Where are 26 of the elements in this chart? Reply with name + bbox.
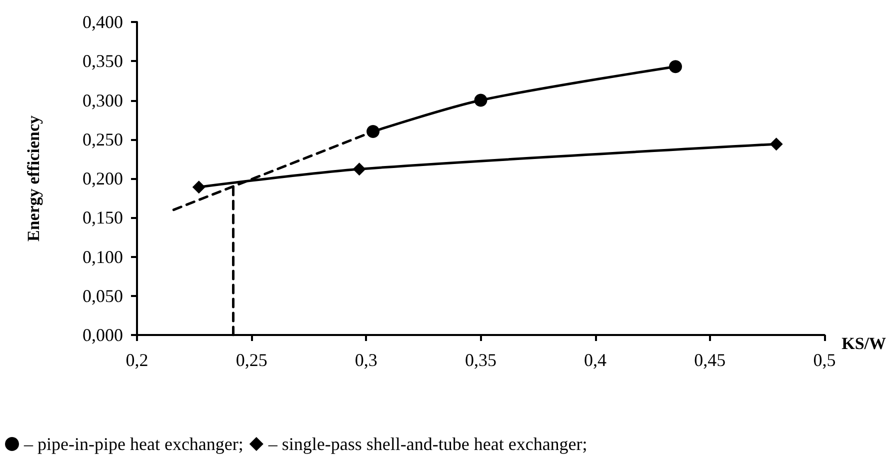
y-tick-label: 0,400: [82, 12, 123, 32]
legend-label: – pipe-in-pipe heat exchanger;: [23, 434, 244, 454]
x-tick-label: 0,5: [813, 350, 836, 370]
legend-label: – single-pass shell-and-tube heat exchanger;: [267, 434, 588, 454]
point: [192, 180, 206, 194]
y-tick-label: 0,050: [82, 286, 123, 306]
x-tick-label: 0,3: [354, 350, 378, 370]
x-tick-label: 0,4: [584, 350, 607, 370]
y-tick-label: 0,350: [82, 51, 123, 72]
y-tick-label: 0,000: [82, 325, 123, 345]
y-tick-label: 0,150: [82, 208, 123, 228]
point: [352, 162, 366, 176]
y-tick-label: 0,300: [82, 90, 123, 110]
y-tick-label: 0,100: [82, 246, 123, 267]
point: [669, 60, 682, 74]
point: [366, 125, 380, 138]
y-axis-title: Energy efficiency: [24, 114, 43, 242]
x-axis-title: KS/W: [842, 334, 886, 353]
x-tick-label: 0,45: [694, 350, 726, 370]
y-tick-label: 0,200: [82, 168, 123, 188]
x-tick-label: 0,2: [126, 350, 148, 370]
point: [770, 138, 783, 151]
y-tick-label: 0,250: [82, 129, 123, 150]
x-tick-label: 0,35: [464, 350, 496, 370]
point: [474, 94, 488, 107]
x-tick-label: 0,25: [236, 350, 268, 370]
